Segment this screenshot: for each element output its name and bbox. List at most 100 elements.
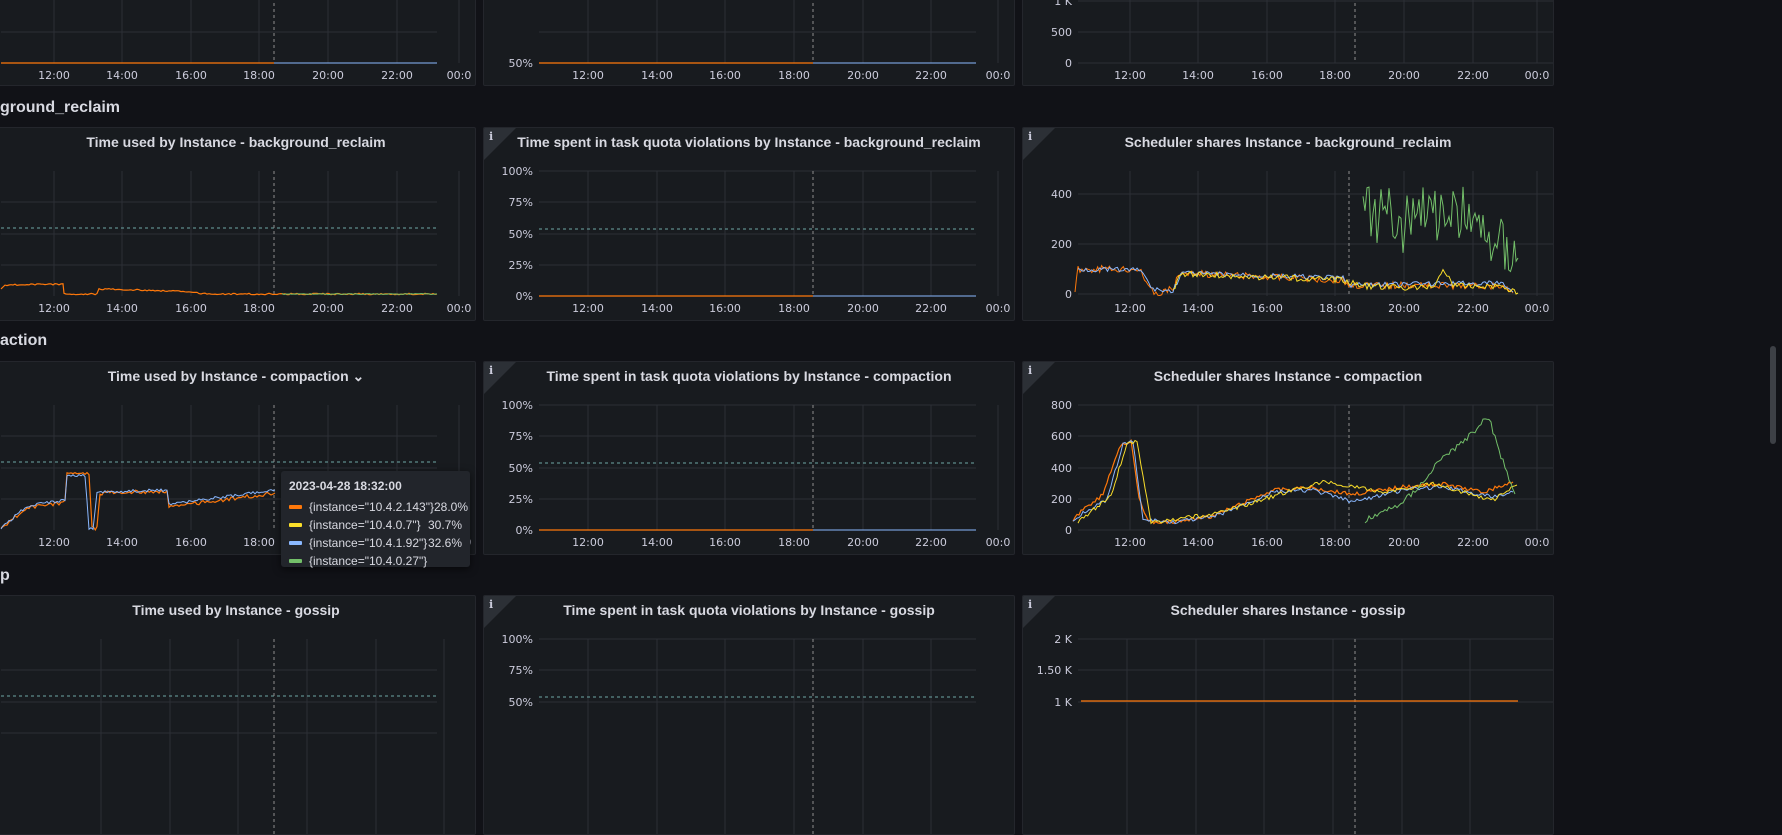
x-tick-label: 00:0 [1525, 536, 1550, 549]
y-tick-label: 200 [1051, 238, 1072, 251]
panel-graph: 12:00 14:00 16:00 18:00 20:00 22:00 00:0 [1, 0, 472, 82]
series-line [1172, 268, 1519, 295]
panel-title[interactable]: Time used by Instance - gossip [132, 602, 340, 618]
panel-graph: 12:00 14:00 16:00 18:00 20:00 22:00 00:0 [0, 171, 471, 315]
panel-info-corner[interactable] [484, 596, 516, 628]
panel-info-corner[interactable] [484, 362, 516, 394]
tooltip-series-value: 28.0% [433, 500, 468, 514]
panel-graph [1, 639, 445, 834]
x-tick-label: 14:00 [1182, 302, 1214, 315]
panel-scheduler-shares-background-reclaim[interactable]: Scheduler shares Instance - background_r… [1022, 127, 1554, 321]
y-tick-label: 1 K [1054, 0, 1072, 8]
info-icon[interactable]: i [1028, 364, 1033, 377]
panel-time-used-gossip[interactable]: Time used by Instance - gossip [0, 595, 476, 835]
panel-title[interactable]: Scheduler shares Instance - gossip [1170, 602, 1406, 618]
panel-title[interactable]: Time spent in task quota violations by I… [546, 368, 952, 384]
panel-quota-violations-compaction[interactable]: Time spent in task quota violations by I… [483, 361, 1015, 555]
tooltip-series-label: {instance="10.4.2.143"} [309, 500, 434, 514]
x-tick-label: 00:0 [986, 536, 1011, 549]
panel-info-corner[interactable] [1023, 128, 1055, 160]
y-tick-label: 50% [509, 228, 533, 241]
y-tick-label: 400 [1051, 188, 1072, 201]
panel-title[interactable]: Time used by Instance - compaction ⌄ [107, 368, 365, 384]
x-tick-label: 16:00 [709, 69, 741, 82]
x-tick-label: 20:00 [312, 302, 344, 315]
row-title-gossip[interactable]: p [0, 567, 10, 584]
panel-graph: 1 K 500 0 12:00 14:00 16:00 18:00 20:00 22:00 00:… [1051, 0, 1553, 82]
x-tick-label: 22:00 [1457, 69, 1489, 82]
x-tick-label: 14:00 [1182, 69, 1214, 82]
y-tick-label: 75% [509, 196, 533, 209]
y-tick-label: 25% [509, 259, 533, 272]
row-title-background-reclaim[interactable]: ground_reclaim [0, 99, 121, 116]
x-tick-label: 18:00 [1319, 69, 1351, 82]
x-tick-label: 20:00 [1388, 69, 1420, 82]
panel-time-used-previous[interactable]: 12:00 14:00 16:00 18:00 20:00 22:00 00:0 [0, 0, 476, 86]
y-tick-label: 800 [1051, 399, 1072, 412]
panel-title[interactable]: Time used by Instance - background_recla… [86, 134, 386, 150]
y-tick-label: 100% [502, 165, 533, 178]
y-tick-label: 0 [1065, 524, 1072, 537]
x-tick-label: 20:00 [1388, 536, 1420, 549]
panel-scheduler-shares-previous[interactable]: 1 K 500 0 12:00 14:00 16:00 18:00 20:00 22:00 00:… [1022, 0, 1554, 86]
panel-info-corner[interactable] [1023, 596, 1055, 628]
series-tooltip: 2023-04-28 18:32:00 {instance="10.4.2.14… [281, 471, 470, 568]
x-tick-label: 12:00 [38, 69, 70, 82]
panel-title[interactable]: Scheduler shares Instance - compaction [1153, 368, 1423, 384]
info-icon[interactable]: i [489, 598, 494, 611]
x-tick-label: 16:00 [175, 69, 207, 82]
series-line [0, 471, 276, 532]
panel-time-used-background-reclaim[interactable]: Time used by Instance - background_recla… [0, 127, 476, 321]
panel-graph: 2 K 1.50 K 1 K [1037, 633, 1553, 834]
x-tick-label: 20:00 [847, 302, 879, 315]
x-tick-label: 00:0 [447, 69, 472, 82]
panel-quota-violations-previous[interactable]: 50% 12:00 14:00 16:00 18:00 20:00 22:00 00:0 [483, 0, 1015, 86]
panel-title[interactable]: Time spent in task quota violations by I… [517, 134, 981, 150]
y-tick-label: 25% [509, 493, 533, 506]
series-line [1364, 418, 1516, 524]
tooltip-row: {instance="10.4.2.143"} 28.0% [289, 498, 468, 516]
row-title-compaction[interactable]: action [0, 332, 48, 349]
x-tick-label: 22:00 [381, 302, 413, 315]
x-tick-label: 22:00 [381, 69, 413, 82]
y-tick-label: 75% [509, 430, 533, 443]
x-tick-label: 16:00 [1251, 69, 1283, 82]
y-tick-label: 50% [509, 57, 533, 70]
series-line [1077, 266, 1514, 294]
x-tick-label: 00:0 [1525, 69, 1550, 82]
x-tick-label: 12:00 [1114, 302, 1146, 315]
x-tick-label: 12:00 [572, 302, 604, 315]
x-tick-label: 00:0 [1525, 302, 1550, 315]
x-tick-label: 14:00 [106, 69, 138, 82]
panel-title[interactable]: Scheduler shares Instance - background_r… [1124, 134, 1452, 150]
panel-quota-violations-background-reclaim[interactable]: Time spent in task quota violations by I… [483, 127, 1015, 321]
series-line [1077, 439, 1518, 525]
panel-info-corner[interactable] [1023, 362, 1055, 394]
y-tick-label: 2 K [1054, 633, 1072, 646]
x-tick-label: 12:00 [1114, 69, 1146, 82]
tooltip-time: 2023-04-28 18:32:00 [289, 479, 402, 493]
panel-scheduler-shares-compaction[interactable]: Scheduler shares Instance - compaction i 8… [1022, 361, 1554, 555]
tooltip-series-label: {instance="10.4.1.92"} [309, 536, 428, 550]
info-icon[interactable]: i [1028, 130, 1033, 143]
series-line [281, 292, 437, 296]
panel-graph: 100% 75% 50% 25% 0% 12:00 14:00 16:00 18:00 20:00… [502, 165, 1011, 315]
tooltip-series-label: {instance="10.4.0.27"} [309, 554, 428, 568]
panel-title[interactable]: Time spent in task quota violations by I… [563, 602, 935, 618]
panel-quota-violations-gossip[interactable]: Time spent in task quota violations by I… [483, 595, 1015, 835]
panel-info-corner[interactable] [484, 128, 516, 160]
info-icon[interactable]: i [489, 364, 494, 377]
page-scrollbar[interactable] [1770, 346, 1776, 444]
x-tick-label: 16:00 [175, 302, 207, 315]
panel-scheduler-shares-gossip[interactable]: Scheduler shares Instance - gossip i 2 K 1.… [1022, 595, 1554, 835]
x-tick-label: 18:00 [1319, 302, 1351, 315]
x-tick-label: 16:00 [709, 302, 741, 315]
tooltip-series-value: 32.6% [427, 536, 462, 550]
x-tick-label: 18:00 [778, 302, 810, 315]
series-line [0, 282, 438, 296]
info-icon[interactable]: i [489, 130, 494, 143]
info-icon[interactable]: i [1028, 598, 1033, 611]
tooltip-row: {instance="10.4.1.92"} 32.6% [289, 534, 462, 552]
x-tick-label: 18:00 [243, 302, 275, 315]
x-tick-label: 12:00 [572, 536, 604, 549]
